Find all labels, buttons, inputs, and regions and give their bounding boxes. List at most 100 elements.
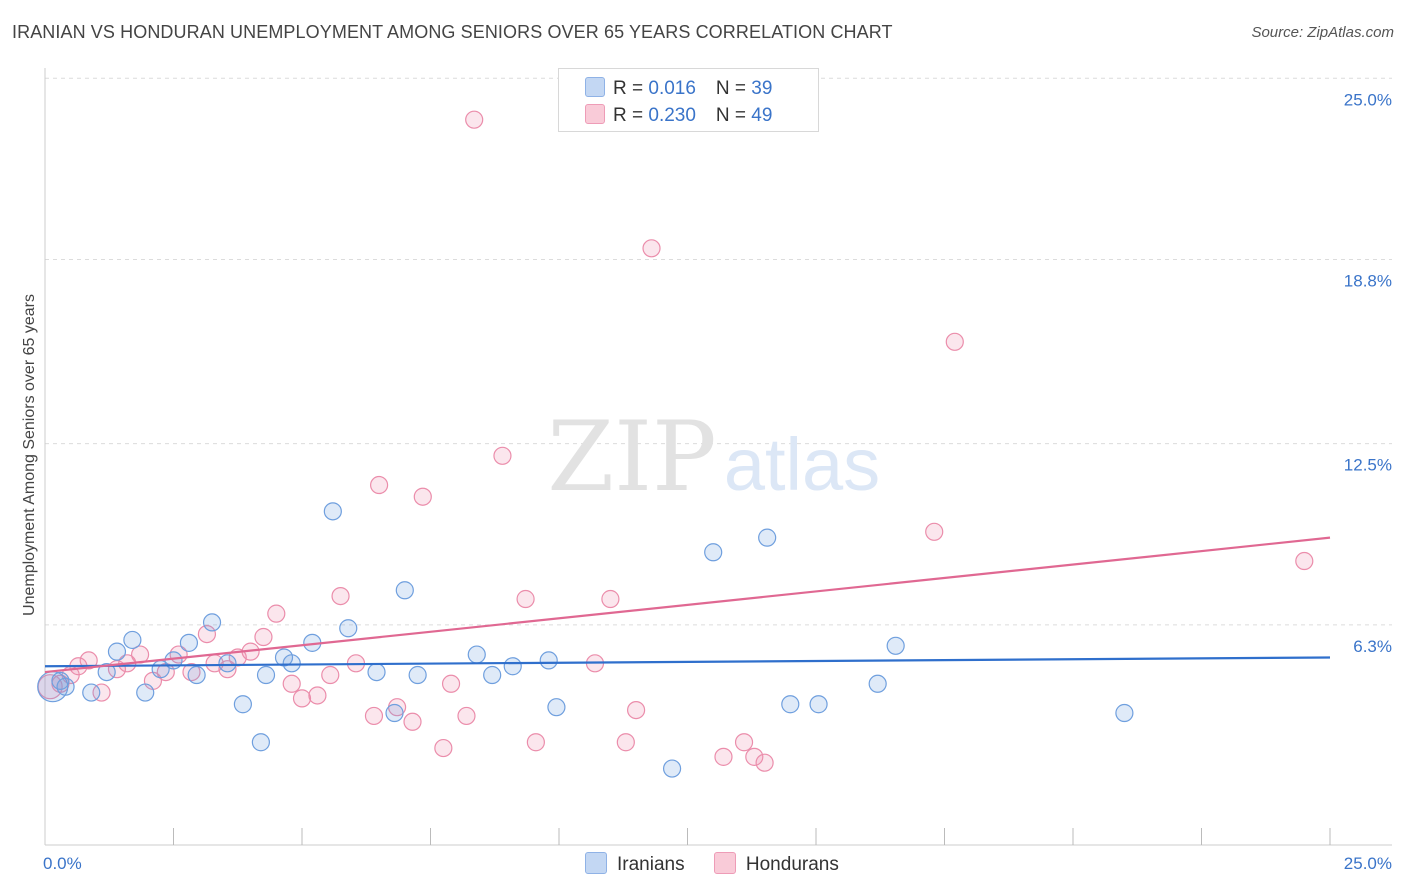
iranians-r-label: R = — [613, 78, 649, 99]
trend-lines — [44, 536, 1331, 674]
honduran-point[interactable] — [526, 733, 545, 752]
honduran-point[interactable] — [745, 747, 764, 766]
honduran-point[interactable] — [457, 706, 476, 726]
honduran-point[interactable] — [370, 475, 389, 495]
iranian-point[interactable] — [323, 502, 342, 521]
watermark-zip: ZIP — [547, 401, 716, 513]
honduran-point[interactable] — [516, 589, 535, 609]
honduran-point[interactable] — [197, 624, 217, 644]
honduran-point[interactable] — [925, 522, 944, 541]
watermark-atlas: atlas — [724, 423, 880, 506]
iranian-point[interactable] — [395, 581, 414, 600]
iranians-points — [37, 502, 1134, 778]
legend-item-hondurans[interactable]: Hondurans — [713, 852, 839, 876]
iranian-point[interactable] — [123, 630, 142, 650]
iranian-point[interactable] — [51, 671, 70, 690]
honduran-point[interactable] — [182, 662, 201, 682]
iranian-point[interactable] — [662, 759, 682, 778]
iranians-swatch — [585, 77, 605, 97]
honduran-point[interactable] — [79, 651, 98, 670]
stats-legend: R = 0.016 N = 39 R = 0.230 N = 49 — [558, 68, 819, 132]
x-tick-label-min: 0.0% — [43, 854, 82, 873]
honduran-point[interactable] — [945, 332, 964, 351]
hondurans-n-value: 49 — [751, 105, 773, 126]
y-tick-label: 18.8% — [1344, 272, 1392, 291]
iranian-point[interactable] — [467, 645, 486, 664]
y-tick-label: 25.0% — [1344, 90, 1392, 109]
iranian-point[interactable] — [107, 642, 127, 661]
honduran-point[interactable] — [1295, 551, 1314, 571]
iranian-point[interactable] — [408, 665, 427, 685]
honduran-point[interactable] — [92, 683, 111, 702]
iranian-point[interactable] — [202, 613, 222, 632]
iranian-point[interactable] — [758, 528, 777, 547]
hondurans-r-value: 0.230 — [648, 105, 696, 126]
iranian-point[interactable] — [385, 703, 404, 723]
honduran-point[interactable] — [292, 689, 312, 708]
iranian-point[interactable] — [282, 654, 301, 673]
iranians-r-value: 0.016 — [648, 78, 696, 99]
iranian-point[interactable] — [483, 665, 502, 685]
iranian-point[interactable] — [809, 695, 828, 714]
honduran-point[interactable] — [601, 589, 620, 609]
iranian-point[interactable] — [179, 633, 199, 652]
iranian-point[interactable] — [82, 683, 101, 702]
iranian-point[interactable] — [56, 677, 75, 696]
honduran-point[interactable] — [626, 700, 646, 720]
iranian-point[interactable] — [704, 543, 723, 562]
legend-row-hondurans: R = 0.230 N = 49 — [585, 104, 772, 126]
iranian-point[interactable] — [97, 662, 116, 682]
hondurans-trend-line — [44, 536, 1331, 674]
iranian-point[interactable] — [256, 665, 276, 685]
honduran-point[interactable] — [434, 738, 453, 758]
iranian-point[interactable] — [136, 683, 155, 702]
hondurans-legend-swatch — [713, 852, 736, 874]
grid-lines — [45, 77, 1392, 626]
iranian-point[interactable] — [868, 674, 887, 693]
honduran-point[interactable] — [714, 747, 733, 766]
hondurans-swatch — [585, 104, 605, 124]
iranian-point[interactable] — [339, 619, 358, 638]
iranian-point[interactable] — [233, 695, 252, 714]
legend-item-iranians[interactable]: Iranians — [585, 852, 685, 876]
honduran-point[interactable] — [364, 706, 384, 726]
honduran-point[interactable] — [267, 604, 286, 623]
iranian-point[interactable] — [1115, 703, 1134, 723]
honduran-point[interactable] — [282, 674, 301, 693]
chart-title: IRANIAN VS HONDURAN UNEMPLOYMENT AMONG S… — [12, 22, 893, 42]
honduran-point[interactable] — [403, 712, 422, 731]
iranian-point[interactable] — [539, 651, 558, 670]
iranian-point[interactable] — [251, 733, 270, 752]
hondurans-r-label: R = — [613, 105, 649, 126]
iranian-point[interactable] — [187, 665, 206, 685]
x-tick-label-max: 25.0% — [1344, 854, 1392, 873]
honduran-point[interactable] — [493, 446, 512, 465]
honduran-point[interactable] — [465, 110, 484, 129]
iranian-point[interactable] — [886, 636, 905, 655]
iranian-point[interactable] — [547, 698, 566, 717]
honduran-point[interactable] — [413, 487, 432, 506]
axes — [44, 68, 1392, 846]
hondurans-n-label: N = — [715, 105, 752, 126]
honduran-point[interactable] — [308, 686, 327, 705]
y-tick-label: 6.3% — [1353, 637, 1392, 656]
honduran-point[interactable] — [441, 674, 461, 693]
iranian-point[interactable] — [367, 662, 386, 682]
iranian-point[interactable] — [218, 654, 237, 673]
iranian-point[interactable] — [781, 695, 800, 714]
y-tick-label: 12.5% — [1344, 456, 1392, 475]
honduran-point[interactable] — [331, 587, 350, 606]
hondurans-legend-label: Hondurans — [745, 854, 839, 875]
iranians-n-value: 39 — [751, 78, 773, 99]
honduran-point[interactable] — [755, 753, 774, 772]
honduran-point[interactable] — [734, 733, 754, 752]
honduran-point[interactable] — [254, 627, 273, 647]
source-label: Source: ZipAtlas.com — [1251, 24, 1394, 41]
iranian-point[interactable] — [503, 657, 522, 676]
honduran-point[interactable] — [321, 665, 340, 685]
honduran-point[interactable] — [616, 733, 635, 752]
honduran-point[interactable] — [642, 239, 661, 258]
iranians-legend-swatch — [585, 852, 607, 874]
series-legend: Iranians Hondurans — [585, 852, 863, 876]
